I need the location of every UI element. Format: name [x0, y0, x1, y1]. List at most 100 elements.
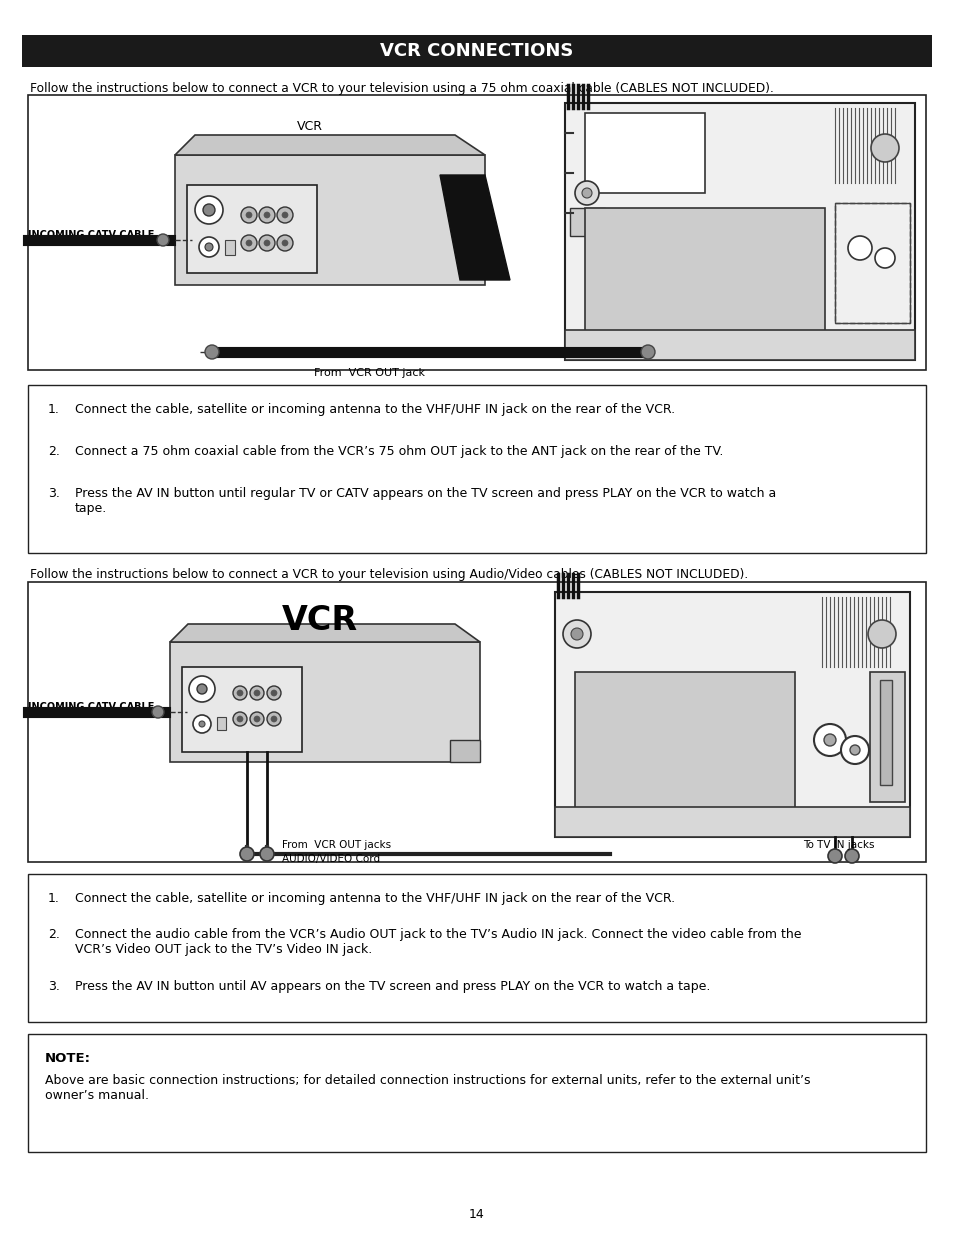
- Circle shape: [250, 713, 264, 726]
- Bar: [182, 667, 302, 752]
- Circle shape: [152, 706, 164, 718]
- Circle shape: [193, 715, 211, 734]
- Bar: [834, 203, 909, 324]
- Circle shape: [253, 716, 260, 722]
- Polygon shape: [174, 135, 484, 156]
- Bar: [575, 672, 794, 811]
- Circle shape: [282, 212, 288, 219]
- Text: INCOMING CATV CABLE: INCOMING CATV CABLE: [28, 701, 154, 713]
- Polygon shape: [170, 624, 479, 642]
- Text: To TV IN jacks: To TV IN jacks: [802, 840, 874, 850]
- Bar: [170, 642, 479, 762]
- Circle shape: [276, 235, 293, 251]
- Circle shape: [870, 135, 898, 162]
- Text: Follow the instructions below to connect a VCR to your television using Audio/Vi: Follow the instructions below to connect…: [30, 568, 747, 580]
- Circle shape: [258, 207, 274, 224]
- Circle shape: [260, 847, 274, 861]
- Circle shape: [240, 847, 253, 861]
- Text: 1.: 1.: [48, 403, 60, 416]
- Bar: [564, 330, 914, 359]
- Circle shape: [849, 745, 859, 755]
- Circle shape: [844, 848, 858, 863]
- Bar: [584, 112, 704, 193]
- Bar: [879, 680, 891, 785]
- Circle shape: [246, 240, 252, 246]
- Bar: [450, 740, 479, 762]
- Circle shape: [157, 233, 169, 246]
- Circle shape: [203, 204, 214, 216]
- Circle shape: [236, 716, 243, 722]
- Text: 14: 14: [469, 1209, 484, 1221]
- Circle shape: [199, 237, 219, 257]
- Text: NOTE:: NOTE:: [45, 1052, 91, 1065]
- Circle shape: [813, 724, 845, 756]
- Text: Connect the cable, satellite or incoming antenna to the VHF/UHF IN jack on the r: Connect the cable, satellite or incoming…: [75, 403, 675, 416]
- Bar: [569, 207, 604, 236]
- Text: VCR: VCR: [282, 604, 357, 636]
- Circle shape: [253, 690, 260, 697]
- Circle shape: [199, 721, 205, 727]
- Text: 3.: 3.: [48, 981, 60, 993]
- Polygon shape: [439, 175, 510, 280]
- Text: Connect the audio cable from the VCR’s Audio OUT jack to the TV’s Audio IN jack.: Connect the audio cable from the VCR’s A…: [75, 927, 801, 956]
- Bar: [28, 385, 925, 553]
- Text: 3.: 3.: [48, 487, 60, 500]
- Text: Connect a 75 ohm coaxial cable from the VCR’s 75 ohm OUT jack to the ANT jack on: Connect a 75 ohm coaxial cable from the …: [75, 445, 722, 458]
- Circle shape: [276, 207, 293, 224]
- Text: From  VCR OUT jack: From VCR OUT jack: [314, 368, 425, 378]
- Text: Follow the instructions below to connect a VCR to your television using a 75 ohm: Follow the instructions below to connect…: [30, 82, 773, 95]
- Text: VCR: VCR: [296, 121, 323, 133]
- Bar: [869, 672, 904, 802]
- Bar: [28, 582, 925, 862]
- Circle shape: [194, 196, 223, 224]
- Text: INCOMING CATV CABLE: INCOMING CATV CABLE: [28, 230, 154, 240]
- Text: 2.: 2.: [48, 927, 60, 941]
- Circle shape: [233, 685, 247, 700]
- Circle shape: [233, 713, 247, 726]
- Bar: [564, 103, 914, 359]
- Text: VCR CONNECTIONS: VCR CONNECTIONS: [380, 42, 573, 61]
- Circle shape: [196, 684, 207, 694]
- Bar: [28, 1034, 925, 1152]
- Circle shape: [841, 736, 868, 764]
- Circle shape: [575, 182, 598, 205]
- Circle shape: [264, 212, 270, 219]
- Circle shape: [571, 629, 582, 640]
- Circle shape: [874, 248, 894, 268]
- Text: From  VCR OUT jacks: From VCR OUT jacks: [282, 840, 391, 850]
- Text: Connect the cable, satellite or incoming antenna to the VHF/UHF IN jack on the r: Connect the cable, satellite or incoming…: [75, 892, 675, 905]
- Circle shape: [236, 690, 243, 697]
- Text: Press the AV IN button until AV appears on the TV screen and press PLAY on the V: Press the AV IN button until AV appears …: [75, 981, 710, 993]
- Circle shape: [282, 240, 288, 246]
- Circle shape: [241, 235, 256, 251]
- Text: Above are basic connection instructions; for detailed connection instructions fo: Above are basic connection instructions;…: [45, 1074, 810, 1102]
- Circle shape: [189, 676, 214, 701]
- Circle shape: [847, 236, 871, 261]
- Bar: [216, 718, 226, 730]
- Circle shape: [241, 207, 256, 224]
- Text: Press the AV IN button until regular TV or CATV appears on the TV screen and pre: Press the AV IN button until regular TV …: [75, 487, 776, 515]
- Circle shape: [827, 848, 841, 863]
- Bar: [834, 203, 909, 324]
- Bar: [174, 156, 484, 285]
- Circle shape: [581, 188, 592, 198]
- Text: 1.: 1.: [48, 892, 60, 905]
- Text: AUDIO/VIDEO Cord: AUDIO/VIDEO Cord: [282, 853, 379, 864]
- Circle shape: [271, 690, 276, 697]
- Circle shape: [562, 620, 590, 648]
- Circle shape: [640, 345, 655, 359]
- Bar: [225, 240, 234, 254]
- Bar: [555, 806, 909, 837]
- Text: 2.: 2.: [48, 445, 60, 458]
- Bar: [584, 207, 824, 338]
- Circle shape: [250, 685, 264, 700]
- Bar: [555, 592, 909, 837]
- Bar: [28, 95, 925, 370]
- Bar: [28, 874, 925, 1023]
- Circle shape: [267, 685, 281, 700]
- Circle shape: [271, 716, 276, 722]
- Bar: [187, 185, 316, 273]
- Circle shape: [205, 243, 213, 251]
- Bar: [22, 35, 931, 67]
- Circle shape: [205, 345, 219, 359]
